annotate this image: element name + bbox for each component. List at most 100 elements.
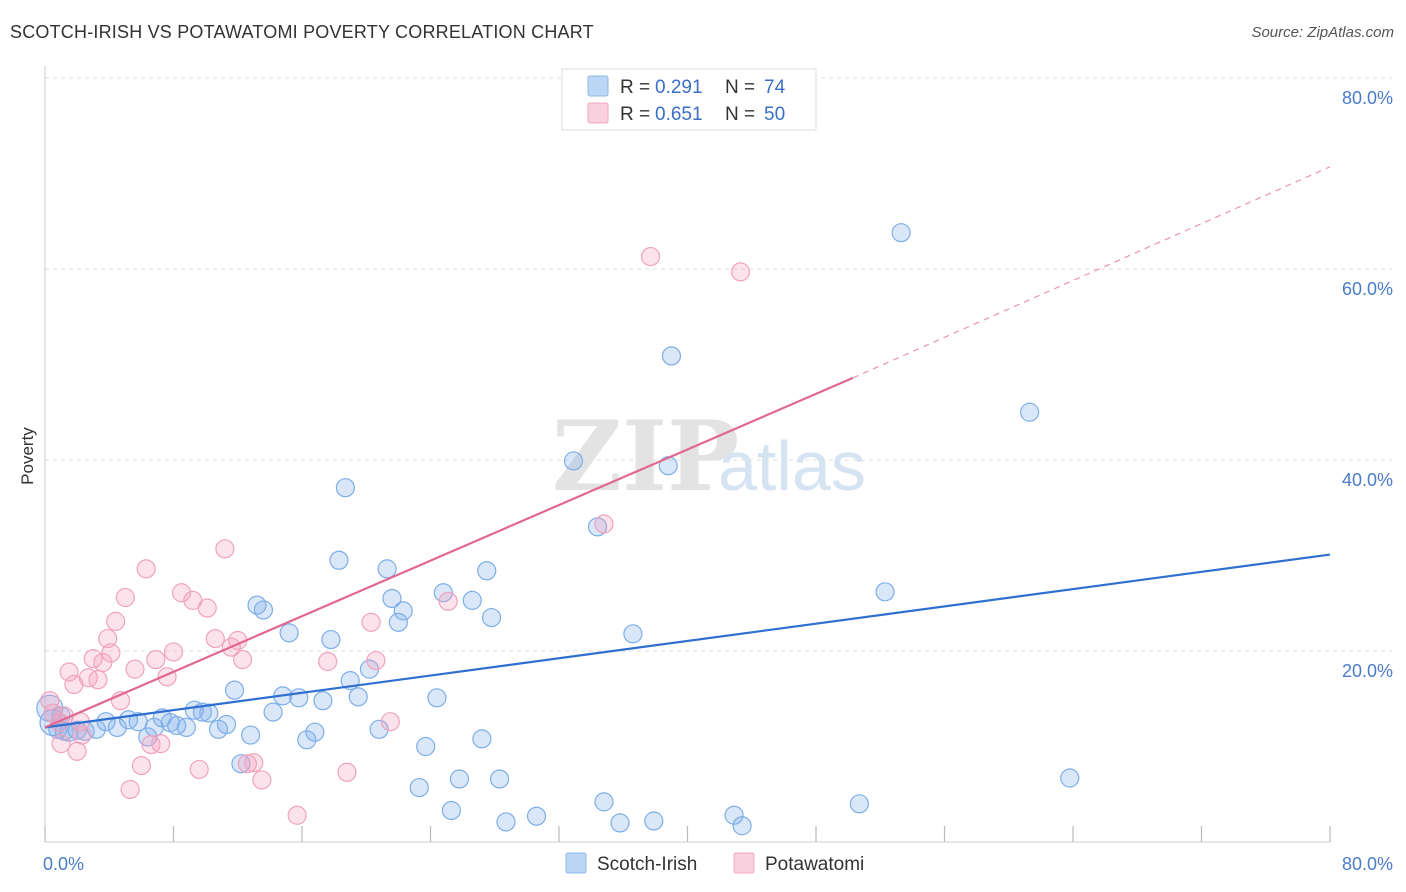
potawatomi-point-45 xyxy=(594,514,614,534)
chart-title: SCOTCH-IRISH VS POTAWATOMI POVERTY CORRE… xyxy=(10,22,594,42)
grid-lines xyxy=(45,77,1392,652)
scotch-irish-point-28 xyxy=(253,600,274,620)
bottom-legend-label-potawatomi: Potawatomi xyxy=(765,854,864,875)
potawatomi-point-0 xyxy=(40,691,60,711)
legend-r-label-potawatomi: R = xyxy=(620,104,650,125)
potawatomi-point-14 xyxy=(106,611,126,631)
scotch-irish-point-55 xyxy=(477,561,497,581)
y-tick-labels: 20.0% 40.0% 60.0% 80.0% xyxy=(1342,88,1393,681)
scotch-irish-point-68 xyxy=(724,805,744,825)
scotch-irish-point-34 xyxy=(305,722,325,742)
legend-swatch-scotch-irish xyxy=(587,75,609,97)
x-tick-label-0: 0.0% xyxy=(43,854,84,874)
scotch-irish-point-65 xyxy=(644,811,664,831)
legend-n-label-potawatomi: N = xyxy=(725,104,755,125)
scotch-irish-point-62 xyxy=(594,792,614,812)
legend-r-scotch-irish: 0.291 xyxy=(655,77,703,98)
potawatomi-point-9 xyxy=(83,649,103,669)
potawatomi-point-31 xyxy=(215,539,235,559)
potawatomi-point-23 xyxy=(151,734,171,754)
legend-swatch-potawatomi xyxy=(587,102,609,124)
scotch-irish-point-54 xyxy=(472,729,492,749)
potawatomi-point-43 xyxy=(380,712,400,732)
scotch-irish-point-42 xyxy=(369,719,389,739)
scotch-irish-point-31 xyxy=(279,623,299,643)
y-tick-label-2: 60.0% xyxy=(1342,279,1393,299)
potawatomi-point-17 xyxy=(120,779,140,800)
potawatomi-point-38 xyxy=(287,805,307,825)
potawatomi-point-37 xyxy=(252,770,272,790)
x-tick-labels: 0.0% 80.0% xyxy=(43,854,1393,874)
legend-r-potawatomi: 0.651 xyxy=(655,104,703,125)
potawatomi-point-42 xyxy=(366,650,386,671)
scotch-irish-point-57 xyxy=(489,769,510,789)
y-tick-label-0: 20.0% xyxy=(1342,661,1393,681)
legend-n-label-scotch-irish: N = xyxy=(725,77,755,98)
potawatomi-point-12 xyxy=(98,628,118,649)
potawatomi-point-4 xyxy=(59,662,79,682)
scotch-irish-point-48 xyxy=(416,736,436,757)
scotch-irish-point-35 xyxy=(313,691,333,711)
trend-line-scotch-irish xyxy=(44,553,1331,729)
scotch-irish-point-40 xyxy=(348,687,368,707)
bottom-legend-swatch-scotch-irish xyxy=(565,852,587,874)
scotch-irish-point-23 xyxy=(216,714,237,735)
scotch-irish-point-21 xyxy=(199,703,219,723)
scotch-irish-point-44 xyxy=(382,588,402,609)
potawatomi-point-6 xyxy=(67,741,87,761)
scotch-irish-point-47 xyxy=(409,777,429,798)
scotch-irish-point-64 xyxy=(623,624,643,644)
bottom-legend-swatch-potawatomi xyxy=(733,852,755,874)
potawatomi-point-40 xyxy=(337,762,357,782)
potawatomi-point-10 xyxy=(88,670,108,690)
y-tick-label-3: 80.0% xyxy=(1342,88,1393,108)
y-axis-title: Poverty xyxy=(18,427,37,485)
potawatomi-point-8 xyxy=(78,668,98,688)
potawatomi-point-48 xyxy=(51,734,71,754)
scotch-irish-point-73 xyxy=(1020,402,1040,422)
scotch-irish-point-51 xyxy=(441,800,461,821)
scotch-irish-point-59 xyxy=(526,806,547,826)
legend-series: Scotch-Irish Potawatomi xyxy=(565,852,864,875)
potawatomi-point-46 xyxy=(640,246,661,267)
potawatomi-point-30 xyxy=(205,628,225,649)
scotch-irish-point-18 xyxy=(176,717,196,738)
potawatomi-point-36 xyxy=(244,753,264,773)
legend-stats: R = 0.291 N = 74 R = 0.651 N = 50 xyxy=(561,68,817,131)
potawatomi-point-22 xyxy=(146,649,166,670)
scotch-irish-point-53 xyxy=(462,590,482,610)
scotch-irish-point-60 xyxy=(563,451,584,471)
potawatomi-point-13 xyxy=(101,643,121,663)
potawatomi-point-34 xyxy=(232,649,253,670)
scotch-irish-point-45 xyxy=(388,612,408,632)
potawatomi-point-25 xyxy=(163,642,184,662)
potawatomi-point-26 xyxy=(171,583,192,603)
potawatomi-point-44 xyxy=(438,591,458,611)
potawatomi-point-47 xyxy=(730,262,751,282)
potawatomi-point-29 xyxy=(197,598,217,618)
scotch-irish-point-71 xyxy=(875,582,895,602)
scotch-irish-point-72 xyxy=(891,223,911,243)
trend-line-potawatomi-extension xyxy=(852,166,1331,379)
bottom-legend-label-scotch-irish: Scotch-Irish xyxy=(597,854,697,875)
scotch-irish-point-26 xyxy=(241,725,261,745)
potawatomi-point-39 xyxy=(318,651,338,672)
potawatomi-points xyxy=(40,246,751,825)
scotch-irish-point-52 xyxy=(449,769,470,789)
scotch-irish-point-49 xyxy=(427,688,447,708)
scotch-irish-point-56 xyxy=(481,607,502,628)
potawatomi-point-20 xyxy=(136,559,156,579)
source-label: Source: ZipAtlas.com xyxy=(1251,24,1394,41)
scotch-irish-point-46 xyxy=(393,601,413,621)
watermark: ZIP atlas xyxy=(552,400,866,513)
scotch-irish-point-70 xyxy=(849,794,869,814)
scotch-irish-point-63 xyxy=(610,813,630,833)
potawatomi-point-16 xyxy=(115,587,135,608)
legend-r-label-scotch-irish: R = xyxy=(620,77,650,98)
scotch-irish-points xyxy=(36,223,1080,836)
scotch-irish-point-17 xyxy=(167,715,187,736)
trend-lines xyxy=(44,166,1331,729)
scotch-irish-point-33 xyxy=(297,730,317,750)
scotch-irish-point-37 xyxy=(329,550,349,570)
